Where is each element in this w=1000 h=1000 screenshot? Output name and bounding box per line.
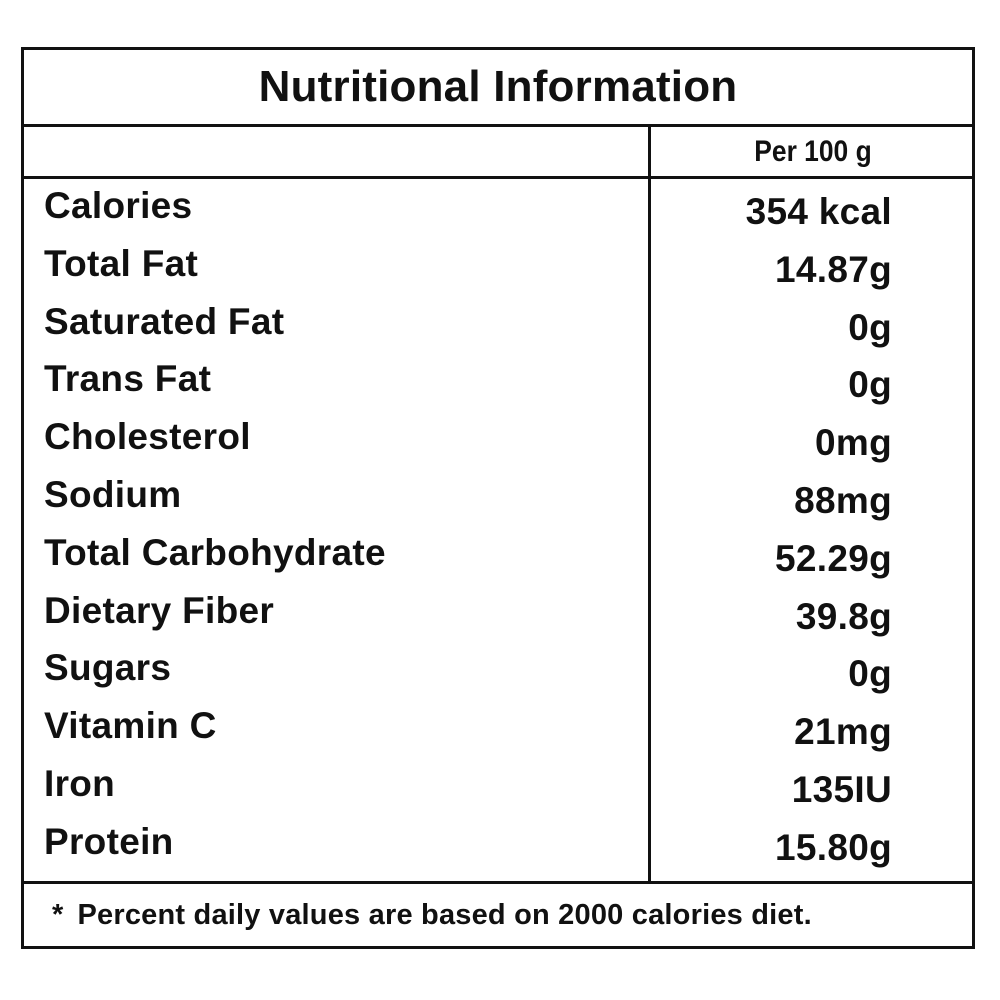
nutrient-amount: 88mg	[794, 479, 892, 521]
footnote-text: Percent daily values are based on 2000 c…	[77, 898, 812, 931]
table-row: Vitamin C 21mg	[24, 699, 972, 757]
table-row: Iron 135IU	[24, 757, 972, 815]
nutrient-amount: 354 kcal	[745, 191, 892, 232]
nutrient-amount: 135IU	[791, 768, 892, 810]
title-row: Nutritional Information	[24, 50, 972, 127]
table-row: Sodium 88mg	[24, 468, 972, 526]
nutrient-amount: 0g	[848, 653, 892, 695]
footnote-row: * Percent daily values are based on 2000 …	[24, 881, 972, 946]
nutrient-name: Sugars	[44, 647, 172, 689]
table-row: Total Fat 14.87g	[24, 237, 972, 295]
nutrient-name: Trans Fat	[44, 358, 212, 400]
nutrient-name: Calories	[44, 185, 193, 226]
nutrient-name: Vitamin C	[44, 705, 217, 747]
per-serving-label: Per 100 g	[754, 134, 872, 168]
table-row: Calories 354 kcal	[24, 179, 972, 237]
table-row: Sugars 0g	[24, 641, 972, 699]
footnote-marker: *	[52, 898, 64, 931]
nutrient-name: Sodium	[44, 473, 182, 515]
column-divider	[648, 127, 651, 884]
nutrient-amount: 0g	[848, 364, 892, 406]
nutrition-facts-panel: Nutritional Information Per 100 g Calori…	[21, 47, 975, 949]
nutrient-name: Cholesterol	[44, 416, 251, 458]
nutrient-amount: 15.80g	[775, 826, 892, 868]
footnote: * Percent daily values are based on 2000 …	[52, 899, 812, 932]
nutrient-rows: Calories 354 kcal Total Fat 14.87g Satur…	[24, 179, 972, 873]
table-row: Saturated Fat 0g	[24, 295, 972, 353]
table-row: Trans Fat 0g	[24, 352, 972, 410]
table-row: Total Carbohydrate 52.29g	[24, 526, 972, 584]
table-row: Protein 15.80g	[24, 815, 972, 873]
nutrient-name: Saturated Fat	[44, 300, 285, 342]
nutrient-name: Total Fat	[44, 242, 199, 284]
nutrient-amount: 0mg	[815, 422, 892, 464]
nutrient-amount: 0g	[848, 306, 892, 348]
nutrient-name: Total Carbohydrate	[44, 531, 386, 573]
nutrient-name: Iron	[44, 762, 116, 804]
panel-title: Nutritional Information	[258, 62, 738, 111]
nutrient-amount: 21mg	[794, 711, 892, 753]
nutrient-amount: 52.29g	[775, 537, 892, 579]
table-row: Cholesterol 0mg	[24, 410, 972, 468]
table-row: Dietary Fiber 39.8g	[24, 584, 972, 642]
nutrient-name: Protein	[44, 820, 174, 862]
nutrient-amount: 14.87g	[775, 248, 892, 290]
nutrient-name: Dietary Fiber	[44, 589, 275, 631]
column-header-row: Per 100 g	[24, 127, 972, 179]
nutrient-amount: 39.8g	[795, 595, 892, 637]
